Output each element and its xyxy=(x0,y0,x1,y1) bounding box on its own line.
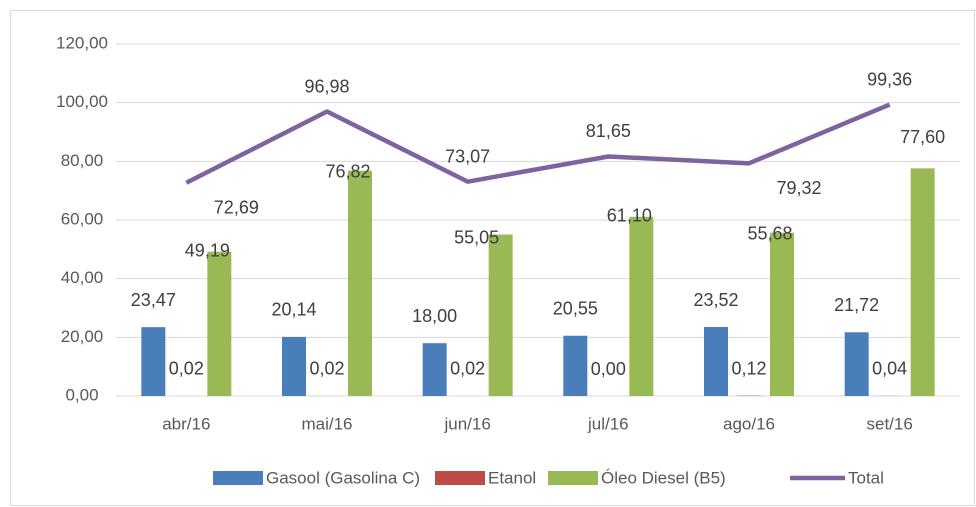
y-tick-label: 80,00 xyxy=(61,151,104,170)
bar xyxy=(488,234,513,396)
data-label: 81,65 xyxy=(586,121,631,141)
bar xyxy=(563,335,588,396)
bar xyxy=(282,336,306,396)
data-label: 0,00 xyxy=(591,359,626,379)
legend-swatch xyxy=(548,471,598,485)
x-tick-label: set/16 xyxy=(867,414,913,433)
bar xyxy=(910,168,935,396)
data-label: 55,68 xyxy=(747,223,792,243)
data-label: 0,12 xyxy=(731,358,766,378)
bar xyxy=(348,170,372,396)
legend-swatch xyxy=(435,471,485,485)
bar xyxy=(141,327,166,396)
x-tick-label: mai/16 xyxy=(301,414,352,433)
legend-label: Gasool (Gasolina C) xyxy=(266,468,420,487)
data-label: 23,47 xyxy=(131,290,176,310)
y-tick-label: 100,00 xyxy=(56,92,108,111)
bar xyxy=(770,232,794,396)
bar xyxy=(207,251,232,396)
data-label: 61,10 xyxy=(607,206,652,226)
y-tick-label: 0,00 xyxy=(65,385,98,404)
data-label: 99,36 xyxy=(867,69,912,89)
bar xyxy=(704,327,728,396)
data-label: 18,00 xyxy=(412,306,457,326)
y-tick-label: 40,00 xyxy=(61,268,104,287)
x-tick-label: ago/16 xyxy=(723,414,775,433)
legend-label: Etanol xyxy=(488,468,536,487)
x-tick-label: jun/16 xyxy=(444,414,491,433)
x-tick-label: abr/16 xyxy=(162,414,210,433)
x-tick-label: jul/16 xyxy=(587,414,629,433)
bar xyxy=(629,216,654,396)
y-tick-label: 20,00 xyxy=(61,327,104,346)
data-label: 0,02 xyxy=(169,359,204,379)
bar xyxy=(422,343,447,396)
data-label: 72,69 xyxy=(214,198,259,218)
data-label: 76,82 xyxy=(325,161,370,181)
data-label: 20,14 xyxy=(271,300,316,320)
data-label: 0,02 xyxy=(450,359,485,379)
data-label: 49,19 xyxy=(185,240,230,260)
data-label: 21,72 xyxy=(834,295,879,315)
data-label: 0,04 xyxy=(872,359,907,379)
y-tick-label: 120,00 xyxy=(56,33,108,52)
data-label: 20,55 xyxy=(553,298,598,318)
data-label: 0,02 xyxy=(309,359,344,379)
data-label: 79,32 xyxy=(776,178,821,198)
data-label: 77,60 xyxy=(900,127,945,147)
legend-label: Óleo Diesel (B5) xyxy=(601,468,726,487)
data-label: 73,07 xyxy=(445,146,490,166)
bar xyxy=(844,332,869,396)
legend-label: Total xyxy=(848,468,884,487)
legend-swatch xyxy=(213,471,263,485)
data-label: 55,05 xyxy=(454,227,499,247)
data-label: 23,52 xyxy=(693,290,738,310)
y-tick-label: 60,00 xyxy=(61,209,104,228)
data-label: 96,98 xyxy=(304,76,349,96)
line xyxy=(185,102,891,185)
